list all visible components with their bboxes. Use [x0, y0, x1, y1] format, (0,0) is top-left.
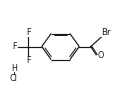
Text: F: F	[26, 28, 30, 37]
Text: Br: Br	[101, 28, 111, 37]
Text: O: O	[98, 51, 104, 60]
Text: F: F	[26, 56, 30, 65]
Text: H: H	[11, 64, 17, 73]
Text: F: F	[12, 42, 17, 51]
Text: Cl: Cl	[10, 74, 18, 83]
